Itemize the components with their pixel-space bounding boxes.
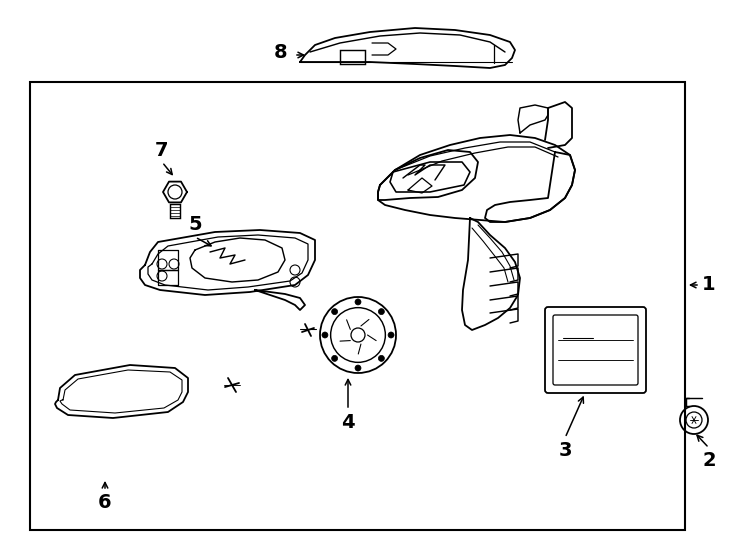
Circle shape [322,332,328,338]
Bar [170,204,180,218]
Text: 1: 1 [702,275,716,294]
Circle shape [355,299,361,305]
Text: 8: 8 [275,43,288,62]
Circle shape [355,365,361,371]
Text: 5: 5 [188,215,202,234]
Circle shape [332,309,338,315]
Text: 4: 4 [341,413,355,431]
Circle shape [388,332,394,338]
Text: 3: 3 [559,441,572,460]
Text: 6: 6 [98,494,112,512]
Bar [30,82,685,530]
Circle shape [378,309,385,315]
Text: 7: 7 [156,140,169,159]
Text: 2: 2 [702,450,716,469]
Circle shape [332,355,338,361]
Bar [340,50,365,64]
Circle shape [378,355,385,361]
